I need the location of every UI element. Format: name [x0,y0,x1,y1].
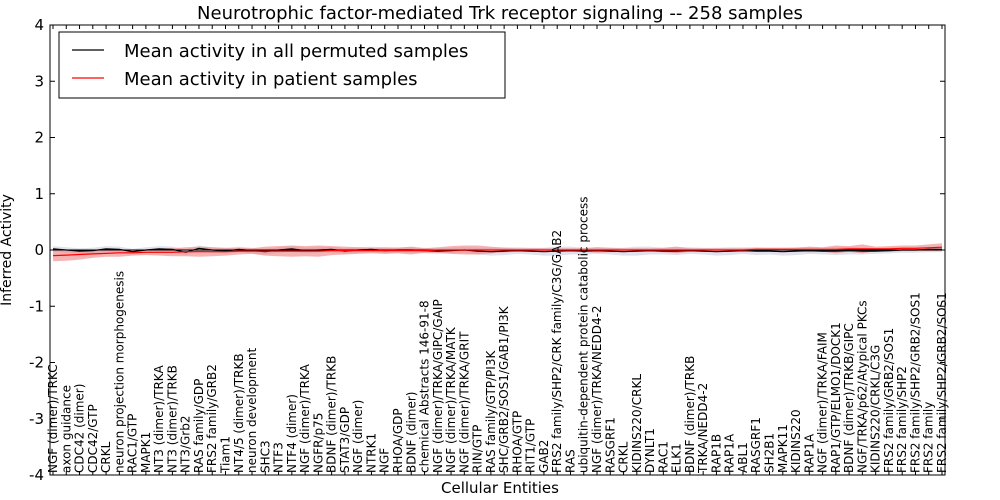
x-tick-label: RAP1A [723,433,737,473]
x-tick-label: ubiquitin-dependent protein catabolic pr… [577,197,591,473]
x-tick-label: NTF4 (dimer) [285,394,299,473]
series-lines [52,246,943,257]
x-tick-label: RIN/GTP [471,425,485,473]
x-tick-label: NT4/5 (dimer)/TRKB [232,353,246,473]
x-tick-label: NT3/Grb2 [179,416,193,473]
x-tick-label: NTRK1 [364,433,378,473]
x-tick-label: FRS2 family/GRB2 [205,364,219,473]
x-tick-label: NGF (dimer)/TRKA/GIPC/GAIP [431,299,445,473]
y-axis-label: Inferred Activity [0,194,15,306]
x-tick-label: NGF (dimer)/TRKA/FAIM [816,332,830,473]
series-line-1 [52,246,943,257]
legend: Mean activity in all permuted samples Me… [58,31,506,99]
x-tick-label: RAS [564,449,578,473]
x-tick-label: SH2B1 [763,433,777,473]
x-tick-label: GAB2 [537,440,551,473]
x-tick-label: BDNF (dimer)/TRKB/GIPC [842,323,856,473]
y-tick-label: 2 [34,129,44,147]
x-tick-label: NGF (dimer)/TRKA/GRIT [457,331,471,473]
x-tick-label: FRS2 family/SHP2/GRB2/SOS1 [909,292,923,473]
x-tick-label: RHOA/GDP [391,408,405,473]
y-tick-label: 4 [34,16,44,34]
x-tick-label: RASGRF1 [749,417,763,473]
x-tick-label: RAS family/GTP/PI3K [484,350,498,473]
y-tick-label: -4 [29,466,44,484]
x-tick-label: neuron development [245,348,259,473]
x-tick-label: ELK1 [670,443,684,473]
y-tick-label: 1 [34,185,44,203]
x-tick-label: NGF (dimer)/TRKC [46,364,60,473]
x-tick-label: BDNF (dimer)/TRKB [325,356,339,473]
x-tick-label: NT3 (dimer)/TRKA [152,365,166,473]
x-tick-label: MAPK1 [139,432,153,473]
x-tick-label: RHOA/GTP [510,411,524,473]
patient-band [53,243,942,262]
y-tick-label: -2 [29,354,44,372]
x-tick-label: RAP1/GTP/ELMO1/DOCK1 [829,322,843,473]
x-tick-label: CDC42/GTP [86,404,100,473]
x-tick-label: RAC1 [656,441,670,473]
x-tick-label: NGF (dimer) [351,400,365,473]
x-tick-label: RIT1/GTP [524,419,538,473]
series-line-0 [52,247,942,253]
x-tick-label: chemical Abstracts 146-91-8 [418,300,432,473]
x-tick-label: axon guidance [59,385,73,473]
x-tick-label: Tiam1 [219,436,233,474]
x-tick-label: STAT3/GDP [338,407,352,473]
x-tick-label: BDNF (dimer) [404,392,418,474]
x-tick-label: RAC1/GTP [126,414,140,473]
x-tick-label: NGF/TRKA/p62/Atypical PKCs [855,300,869,473]
x-tick-label: KIDINS220 [789,409,803,473]
x-tick-label: CDC42 (dimer) [73,384,87,473]
x-tick-label: CRKL [99,441,113,473]
plot-frame [49,24,946,476]
x-tick-label: FRS2 family/SHP2 [895,366,909,473]
x-tick-label: RASGRF1 [603,417,617,473]
y-tick-label: 0 [34,241,44,259]
x-tick-label: SHC/GRB2/SOS1/GAB1/PI3K [497,305,511,473]
x-tick-label: NT3 (dimer)/TRKB [165,365,179,473]
x-tick-label: NTF3 [272,442,286,473]
x-tick-label: MAPK11 [776,424,790,473]
y-tick-label: -3 [29,410,44,428]
x-tick-label: KIDINS220/CRKL [630,374,644,473]
x-tick-label: FRS2 family/SHP2/GRB2/SOS1 [935,292,949,473]
x-tick-label: ABL1 [736,442,750,473]
y-tick-label: 3 [34,72,44,90]
x-tick-label: KIDINS220/CRKL/C3G [869,345,883,473]
x-tick-label: SHC3 [258,440,272,473]
x-tick-label: NGF [378,448,392,473]
legend-box [58,31,506,99]
chart-title: Neurotrophic factor-mediated Trk recepto… [197,3,803,24]
y-tick-label: -1 [29,297,44,315]
x-tick-label: CRKL [617,441,631,473]
x-tick-label: FRS2 family/GRB2/SOS1 [882,328,896,473]
x-tick-label: DYNLT1 [643,428,657,473]
x-tick-label: RAS family/GDP [192,379,206,473]
x-tick-label: FRS2 family [922,402,936,473]
y-axis: -4 -3 -2 -1 0 1 2 3 4 [29,16,945,484]
x-axis-label: Cellular Entities [441,479,559,497]
x-tick-label: BDNF (dimer)/TRKB [683,356,697,473]
x-tick-label: NGF (dimer)/TRKA/MATK [444,326,458,473]
legend-label-permuted: Mean activity in all permuted samples [124,41,468,62]
x-tick-label: neuron projection morphogenesis [112,271,126,473]
x-tick-label: TRKA/NEDD4-2 [696,383,710,474]
x-tick-label: RAP1B [709,434,723,473]
legend-label-patient: Mean activity in patient samples [124,69,418,90]
x-tick-label: NGFR/p75 [311,413,325,473]
x-tick-label: FRS2 family/SHP2/CRK family/C3G/GAB2 [550,230,564,473]
x-tick-label: NGF (dimer)/TRKA [298,363,312,473]
x-tick-label: RAP1A [802,433,816,473]
x-tick-label: NGF (dimer)/TRKA/NEDD4-2 [590,305,604,473]
